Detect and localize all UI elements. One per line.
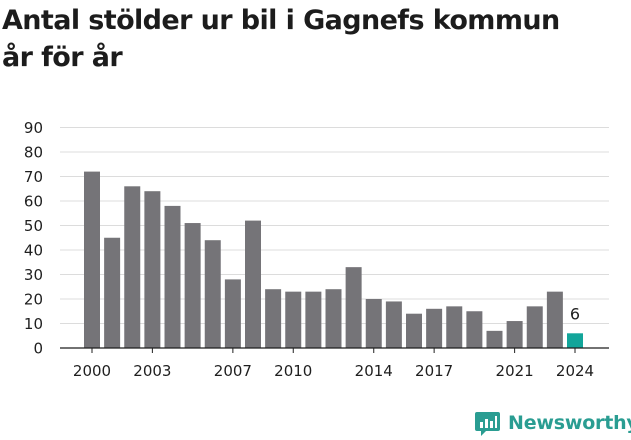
- newsworthy-chart-icon: [475, 411, 500, 436]
- bar-2008: [245, 220, 261, 348]
- bar-2022: [526, 306, 543, 348]
- y-tick-label-70: 70: [24, 168, 43, 186]
- data-labels: 6: [570, 304, 580, 323]
- bar-2000: [84, 171, 100, 348]
- data-label-2024: 6: [570, 304, 580, 323]
- bars: [84, 171, 583, 348]
- x-tick-label-2021: 2021: [496, 362, 534, 380]
- y-tick-label-40: 40: [24, 242, 43, 260]
- bar-2016: [406, 313, 422, 348]
- y-tick-label-50: 50: [24, 217, 43, 235]
- x-tick-label-2003: 2003: [133, 362, 171, 380]
- x-tick-label-2007: 2007: [214, 362, 252, 380]
- x-tick-label-2000: 2000: [73, 362, 111, 380]
- bar-2019: [466, 311, 483, 348]
- y-tick-label-10: 10: [24, 315, 43, 333]
- bar-2005: [184, 223, 201, 348]
- bar-2015: [385, 301, 402, 348]
- x-tick-label-2010: 2010: [274, 362, 312, 380]
- bar-2011: [305, 291, 322, 348]
- brand-logo: Newsworthy: [474, 406, 631, 440]
- y-tick-label-90: 90: [24, 119, 43, 137]
- chart-title-line-1: Antal stölder ur bil i Gagnefs kommun: [2, 5, 560, 36]
- x-axis-ticks: 2000 2003 2007 2010 2014 2017 2021 2024: [73, 348, 594, 380]
- bar-2010: [285, 291, 302, 348]
- x-tick-label-2024: 2024: [556, 362, 594, 380]
- x-tick-label-2017: 2017: [415, 362, 453, 380]
- bar-2012: [325, 289, 342, 348]
- bar-2001: [104, 237, 121, 348]
- bar-2002: [124, 186, 141, 348]
- bar-2021: [506, 321, 523, 348]
- y-tick-label-20: 20: [24, 291, 43, 309]
- bar-2024: [567, 333, 583, 348]
- bar-2018: [446, 306, 463, 348]
- bar-chart: 0 10 20 30 40 50 60 70 80 90 2000 2003 2007 2010 2014…: [24, 119, 609, 380]
- bar-2006: [204, 240, 221, 348]
- bar-2004: [164, 205, 181, 348]
- y-tick-label-80: 80: [24, 144, 43, 162]
- bar-2007: [224, 279, 241, 348]
- bar-2009: [265, 289, 282, 348]
- chart-title-line-2: år för år: [2, 42, 123, 73]
- y-axis-tick-labels: 0 10 20 30 40 50 60 70 80 90: [24, 119, 43, 358]
- bar-2013: [345, 267, 362, 348]
- y-tick-label-30: 30: [24, 266, 43, 284]
- bar-2003: [144, 191, 161, 348]
- bar-2017: [426, 308, 443, 348]
- y-tick-label-60: 60: [24, 193, 43, 211]
- bar-2023: [546, 291, 563, 348]
- bar-2014: [365, 299, 382, 348]
- brand-name: Newsworthy: [508, 412, 631, 434]
- y-tick-label-0: 0: [33, 340, 43, 358]
- bar-2020: [486, 330, 503, 348]
- chart-title: Antal stölder ur bil i Gagnefs kommun år…: [2, 2, 627, 76]
- x-tick-label-2014: 2014: [355, 362, 393, 380]
